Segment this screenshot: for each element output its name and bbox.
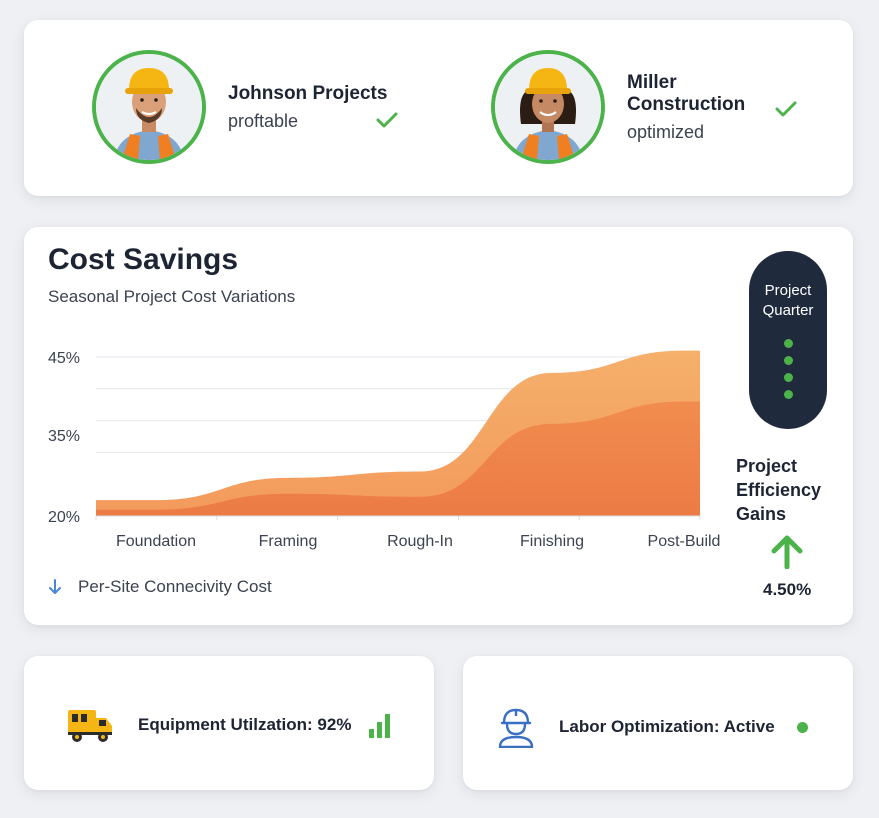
x-tick-label: Foundation xyxy=(116,533,196,550)
profile-status: proftable xyxy=(228,110,299,131)
profile-status: optimized xyxy=(627,121,705,142)
gains-title-line3: Gains xyxy=(736,504,787,524)
cost-savings-card: Cost Savings Seasonal Project Cost Varia… xyxy=(24,227,853,625)
truck-icon xyxy=(68,710,112,742)
y-tick-label: 45% xyxy=(48,350,80,367)
profile-info: Miller Construction optimized xyxy=(627,72,797,143)
avatar xyxy=(491,50,605,164)
equipment-card[interactable]: Equipment Utilzation: 92% xyxy=(24,656,434,790)
chart-subtitle: Seasonal Project Cost Variations xyxy=(48,287,296,306)
gains-value: 4.50% xyxy=(763,580,812,599)
project-quarter-selector[interactable]: Project Quarter xyxy=(749,251,827,429)
pill-label-line2: Quarter xyxy=(762,302,814,319)
bar-chart-icon xyxy=(369,714,391,738)
team-card: Johnson Projects proftable xyxy=(24,20,853,196)
x-tick-label: Finishing xyxy=(520,533,584,550)
chart-legend[interactable]: Per-Site Connecivity Cost xyxy=(48,577,272,597)
labor-label: Labor Optimization: Active xyxy=(559,717,775,736)
series-area-lower xyxy=(96,401,700,516)
arrow-up-icon xyxy=(771,535,803,569)
y-tick-label: 35% xyxy=(48,428,80,445)
equipment-row: Equipment Utilzation: 92% xyxy=(66,706,393,744)
pill-dot xyxy=(783,390,793,399)
profile-info: Johnson Projects proftable xyxy=(228,83,398,132)
pill-dot xyxy=(783,339,793,348)
cost-savings-chart: 45% 35% 20% Foundation Framing Rough-In Finish… xyxy=(48,350,721,550)
status-dot-icon xyxy=(796,721,808,733)
pill-dot xyxy=(783,373,793,382)
profile-name: Johnson Projects xyxy=(228,82,388,104)
labor-row: Labor Optimization: Active xyxy=(497,706,808,748)
pill-dots xyxy=(749,339,827,407)
profile-name: Miller Construction xyxy=(627,71,746,115)
gains-title-line1: Project xyxy=(736,456,798,476)
gains-title-line2: Efficiency xyxy=(736,480,822,500)
chart-title: Cost Savings xyxy=(48,243,239,276)
pill-label-line1: Project xyxy=(764,282,812,299)
worker-icon xyxy=(498,708,534,748)
labor-card[interactable]: Labor Optimization: Active xyxy=(463,656,853,790)
x-tick-label: Post-Build xyxy=(648,533,721,550)
check-icon xyxy=(775,101,797,116)
profile-johnson[interactable]: Johnson Projects proftable xyxy=(92,50,398,164)
x-tick-label: Framing xyxy=(259,533,318,550)
profile-miller[interactable]: Miller Construction optimized xyxy=(491,50,797,164)
legend-label: Per-Site Connecivity Cost xyxy=(78,577,272,596)
y-tick-label: 20% xyxy=(48,509,80,526)
pill-dot xyxy=(783,356,793,365)
efficiency-gains-title: Project Efficiency Gains xyxy=(736,454,846,526)
avatar xyxy=(92,50,206,164)
check-icon xyxy=(376,112,398,127)
equipment-label: Equipment Utilzation: 92% xyxy=(138,715,352,734)
arrow-down-icon xyxy=(49,579,61,594)
x-tick-label: Rough-In xyxy=(387,533,453,550)
